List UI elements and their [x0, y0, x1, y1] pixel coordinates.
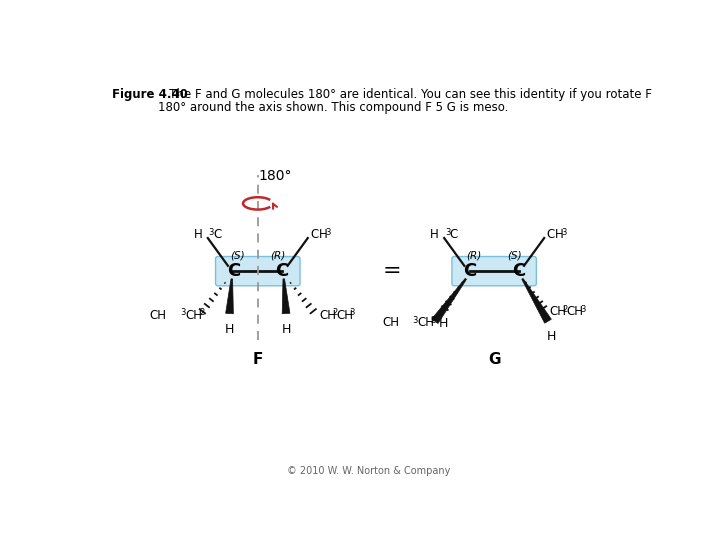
Text: 3: 3 — [209, 227, 214, 237]
Text: 3: 3 — [413, 316, 418, 325]
Text: 3: 3 — [445, 227, 450, 237]
Text: CH: CH — [382, 316, 399, 329]
Polygon shape — [522, 279, 552, 323]
FancyBboxPatch shape — [215, 256, 300, 286]
Text: C: C — [213, 228, 222, 241]
Text: H: H — [282, 323, 291, 336]
Text: The F and G molecules 180° are identical. You can see this identity if you rotat: The F and G molecules 180° are identical… — [158, 88, 652, 101]
Text: © 2010 W. W. Norton & Company: © 2010 W. W. Norton & Company — [287, 467, 451, 476]
Text: C: C — [512, 262, 525, 280]
Text: CH: CH — [417, 316, 434, 329]
Text: CH: CH — [336, 308, 354, 321]
Text: CH: CH — [549, 306, 567, 319]
Text: H: H — [430, 228, 438, 241]
Text: 3: 3 — [580, 305, 585, 314]
Text: H: H — [547, 330, 557, 343]
Text: CH: CH — [320, 308, 336, 321]
Text: 2: 2 — [431, 316, 436, 325]
Text: C: C — [463, 262, 477, 280]
Text: H: H — [555, 228, 564, 241]
Text: H: H — [225, 323, 234, 336]
Text: F: F — [253, 352, 263, 367]
Text: 2: 2 — [333, 308, 338, 318]
Text: H: H — [438, 318, 448, 330]
Text: Figure 4.40: Figure 4.40 — [112, 88, 188, 101]
Text: C: C — [227, 262, 240, 280]
Text: 3: 3 — [181, 308, 186, 318]
Text: CH: CH — [150, 308, 167, 321]
Text: 2: 2 — [199, 308, 204, 318]
Text: C: C — [449, 228, 458, 241]
Text: CH: CH — [185, 308, 202, 321]
Text: CH: CH — [567, 306, 584, 319]
Text: H: H — [194, 228, 202, 241]
Text: (R): (R) — [271, 251, 286, 261]
Text: 3: 3 — [325, 227, 330, 237]
FancyBboxPatch shape — [452, 256, 536, 286]
Text: (S): (S) — [508, 251, 522, 261]
Text: =: = — [383, 261, 402, 281]
Text: H: H — [319, 228, 328, 241]
Text: (R): (R) — [466, 251, 481, 261]
Text: 3: 3 — [561, 227, 567, 237]
Text: 3: 3 — [350, 308, 355, 318]
Text: C: C — [310, 228, 318, 241]
Text: 180° around the axis shown. This compound F 5 G is meso.: 180° around the axis shown. This compoun… — [158, 101, 508, 114]
Polygon shape — [225, 279, 233, 314]
Text: C: C — [276, 262, 289, 280]
Polygon shape — [282, 279, 290, 314]
Text: (S): (S) — [230, 251, 245, 261]
Text: G: G — [488, 352, 500, 367]
Text: 180°: 180° — [258, 168, 292, 183]
Text: C: C — [546, 228, 554, 241]
Polygon shape — [432, 279, 467, 323]
Text: 2: 2 — [563, 305, 568, 314]
